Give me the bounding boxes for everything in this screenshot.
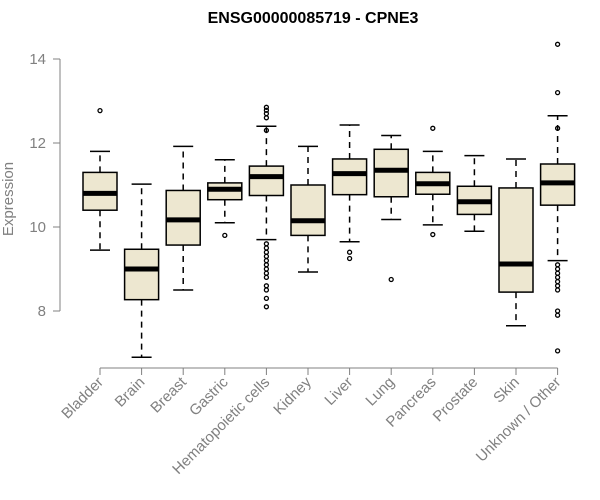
outlier-point (554, 41, 561, 47)
box-prostate (456, 154, 493, 232)
outlier-point (554, 270, 561, 276)
box-breast (165, 145, 201, 291)
outlier-point (554, 266, 561, 272)
box-pancreas (415, 125, 451, 238)
y-tick-label: 10 (29, 219, 46, 236)
plot-area (82, 41, 576, 358)
outlier-point (430, 231, 436, 238)
outlier-point (263, 262, 270, 268)
outlier-point (263, 283, 270, 289)
x-tick-label: Kidney (270, 373, 315, 418)
outlier-point (263, 287, 270, 293)
x-tick-label: Breast (147, 373, 190, 416)
y-tick-label: 8 (38, 303, 46, 320)
y-tick-label: 12 (29, 135, 46, 152)
outlier-point (430, 125, 436, 131)
y-axis-label: Expression (0, 162, 17, 236)
x-tick-label: Skin (490, 374, 523, 407)
x-tick-label: Prostate (430, 374, 482, 426)
outlier-point (346, 255, 353, 262)
iqr-box (290, 184, 326, 237)
outlier-point (263, 270, 270, 276)
box-kidney (290, 145, 326, 273)
x-tick-label: Liver (321, 374, 356, 409)
outlier-point (263, 266, 270, 272)
box-liver (331, 124, 368, 262)
outlier-point (554, 348, 561, 354)
outlier-point (263, 110, 270, 117)
box-gastric (207, 159, 243, 239)
iqr-box (331, 158, 368, 196)
outlier-point (263, 249, 270, 255)
outlier-point (97, 108, 103, 114)
outlier-point (263, 245, 270, 251)
outlier-point (554, 287, 561, 293)
box-bladder (82, 108, 118, 251)
outlier-point (554, 125, 561, 131)
box-brain (123, 183, 160, 358)
outlier-point (554, 89, 561, 96)
box-hematopoietic-cells (248, 104, 285, 310)
y-axis: 8 10 12 14 (29, 51, 61, 320)
iqr-box (123, 248, 160, 301)
outlier-point (554, 278, 561, 285)
outlier-point (263, 127, 270, 134)
outlier-point (554, 308, 561, 314)
box-skin (498, 158, 534, 327)
y-tick-label: 14 (29, 51, 46, 68)
outlier-point (222, 232, 228, 239)
outlier-point (554, 312, 561, 318)
outlier-point (554, 283, 561, 289)
iqr-box (498, 187, 534, 293)
outlier-point (554, 274, 561, 281)
outlier-point (263, 274, 270, 281)
outlier-point (263, 304, 270, 310)
iqr-box (248, 165, 285, 197)
box-unknown-other (539, 41, 576, 354)
outlier-point (263, 257, 270, 264)
chart-title: ENSG00000085719 - CPNE3 (208, 10, 419, 27)
outlier-point (263, 115, 270, 121)
iqr-box (373, 148, 409, 198)
outlier-point (263, 241, 270, 247)
outlier-point (263, 104, 270, 110)
x-tick-label: Lung (362, 374, 398, 410)
outlier-point (263, 253, 270, 260)
outlier-point (263, 295, 270, 302)
outlier-point (554, 262, 561, 268)
x-tick-label: Brain (112, 374, 149, 411)
outlier-point (388, 276, 394, 283)
outlier-point (346, 249, 353, 255)
x-tick-label: Bladder (58, 374, 107, 423)
box-lung (373, 134, 409, 283)
